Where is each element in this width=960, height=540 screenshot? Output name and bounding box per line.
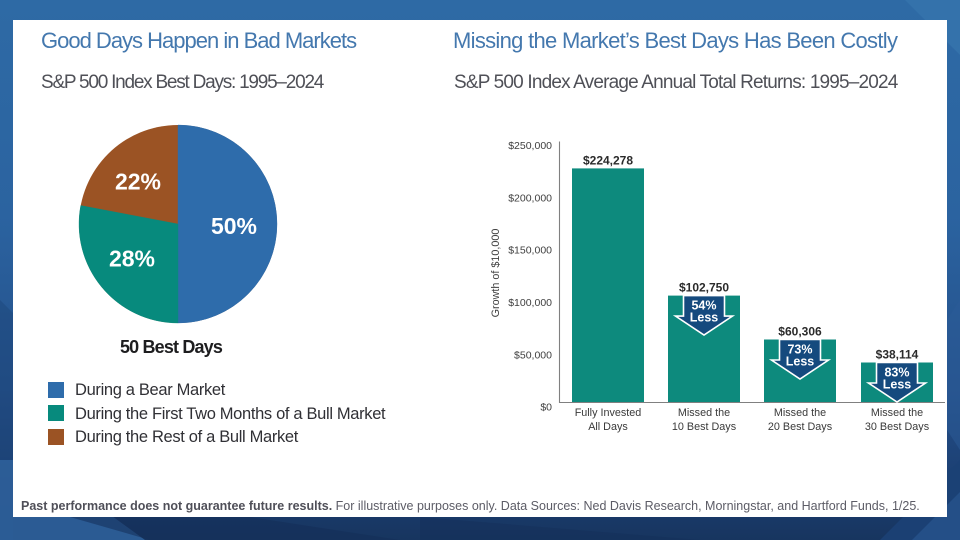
svg-text:22%: 22% <box>115 169 161 195</box>
svg-text:$38,114: $38,114 <box>876 348 919 362</box>
svg-text:$200,000: $200,000 <box>508 192 552 204</box>
svg-text:83%: 83% <box>884 366 909 380</box>
svg-text:73%: 73% <box>787 343 812 357</box>
svg-text:$50,000: $50,000 <box>514 349 552 361</box>
svg-text:Less: Less <box>786 355 815 369</box>
svg-text:$100,000: $100,000 <box>508 297 552 309</box>
svg-text:$0: $0 <box>540 402 552 414</box>
svg-text:Missed the: Missed the <box>871 407 923 419</box>
svg-text:28%: 28% <box>109 246 155 272</box>
svg-text:Missed the: Missed the <box>774 407 826 419</box>
svg-text:$60,306: $60,306 <box>778 325 822 339</box>
svg-text:Fully Invested: Fully Invested <box>575 407 642 419</box>
svg-text:Growth of $10,000: Growth of $10,000 <box>490 229 502 318</box>
svg-text:10 Best Days: 10 Best Days <box>672 421 737 433</box>
svg-text:50%: 50% <box>211 213 257 239</box>
svg-text:$250,000: $250,000 <box>508 140 552 152</box>
svg-text:Less: Less <box>690 311 719 325</box>
svg-text:All Days: All Days <box>588 421 628 433</box>
svg-text:20 Best Days: 20 Best Days <box>768 421 833 433</box>
svg-text:Less: Less <box>883 378 912 392</box>
svg-text:30 Best Days: 30 Best Days <box>865 421 930 433</box>
svg-text:54%: 54% <box>691 299 716 313</box>
svg-text:$224,278: $224,278 <box>583 153 633 167</box>
svg-text:Missed the: Missed the <box>678 407 730 419</box>
svg-text:$150,000: $150,000 <box>508 245 552 257</box>
svg-text:$102,750: $102,750 <box>679 281 729 295</box>
